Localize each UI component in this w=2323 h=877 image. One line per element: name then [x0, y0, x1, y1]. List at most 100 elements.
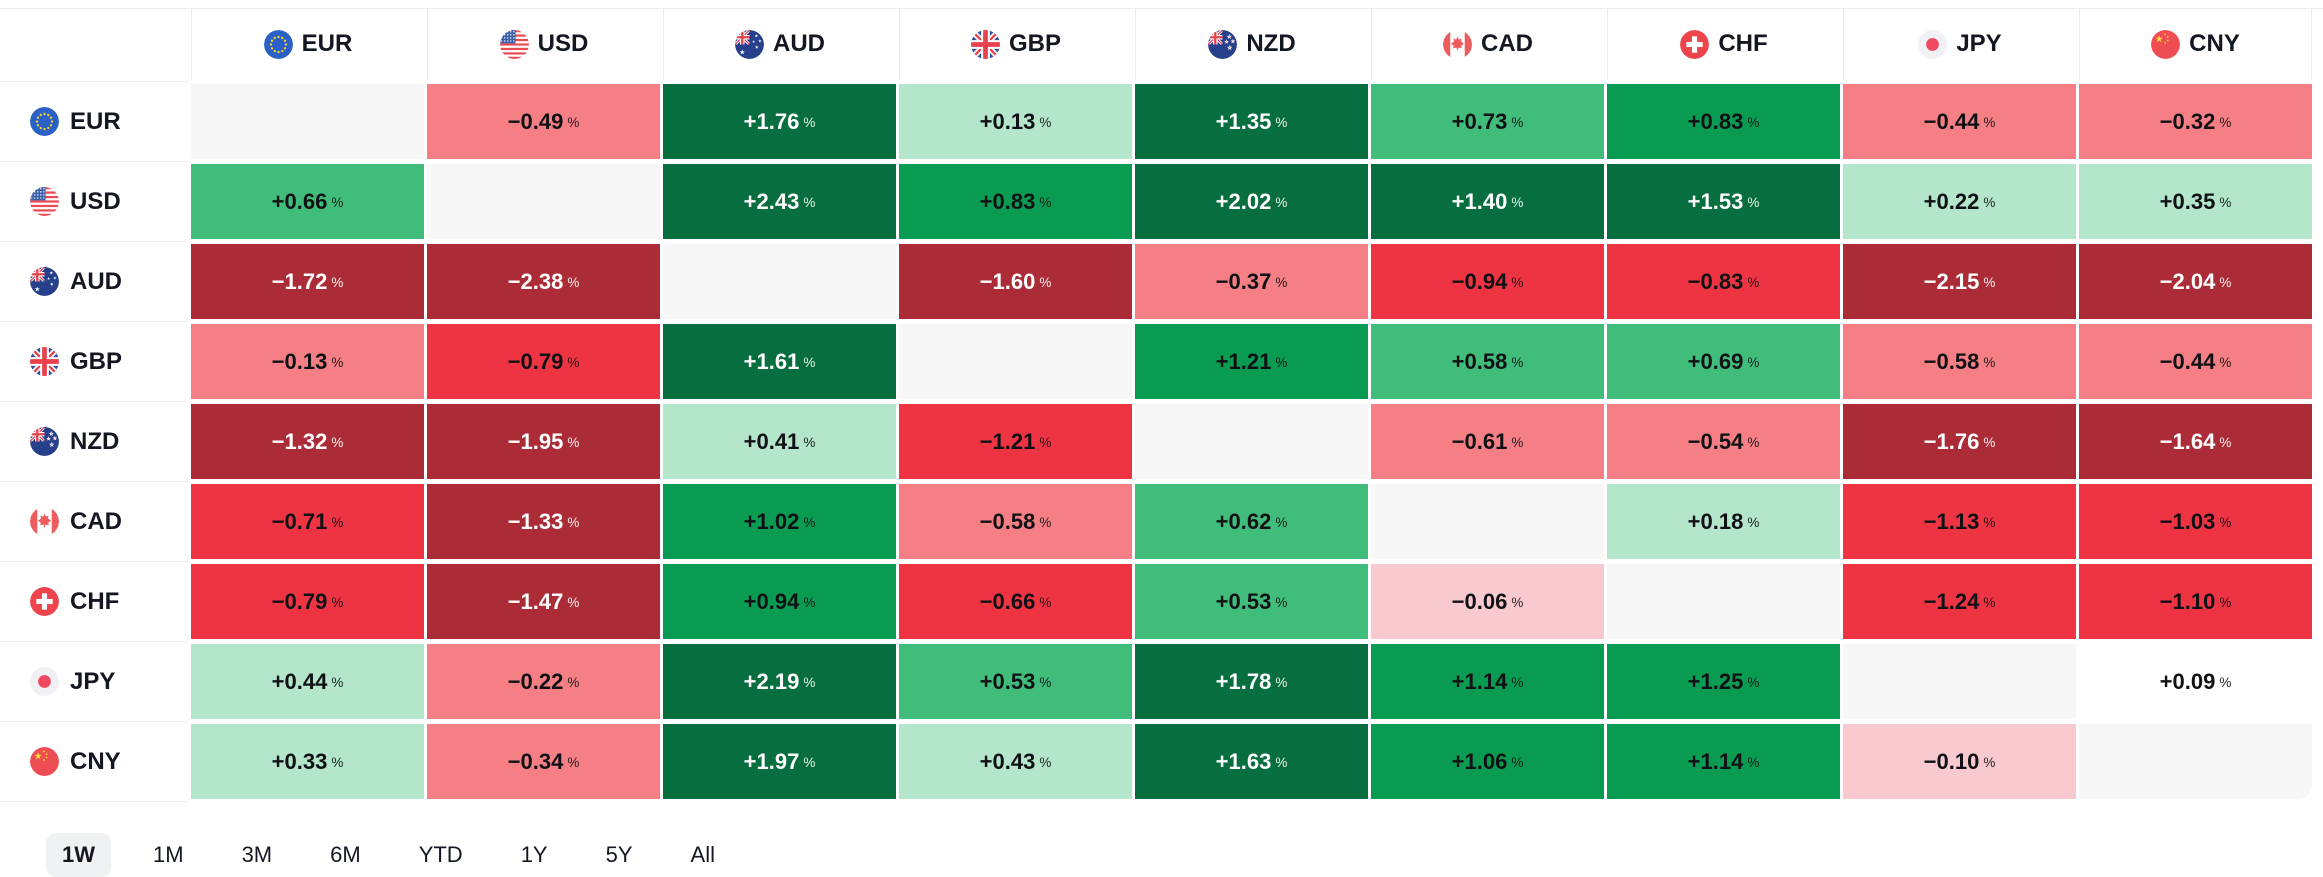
cell-cny-chf[interactable]: +1.14%	[1607, 724, 1840, 799]
cell-eur-cny[interactable]: −0.32%	[2079, 84, 2312, 159]
change-value: +2.19	[743, 668, 800, 694]
cell-nzd-cny[interactable]: −1.64%	[2079, 404, 2312, 479]
aud-flag-icon	[735, 29, 764, 59]
cell-aud-cad[interactable]: −0.94%	[1371, 244, 1604, 319]
period-6m[interactable]: 6M	[314, 833, 377, 877]
cell-eur-chf[interactable]: +0.83%	[1607, 84, 1840, 159]
cell-gbp-usd[interactable]: −0.79%	[427, 324, 660, 399]
cell-cny-jpy[interactable]: −0.10%	[1843, 724, 2076, 799]
cell-cad-nzd[interactable]: +0.62%	[1135, 484, 1368, 559]
cell-jpy-usd[interactable]: −0.22%	[427, 644, 660, 719]
period-3m[interactable]: 3M	[226, 833, 289, 877]
cell-chf-nzd[interactable]: +0.53%	[1135, 564, 1368, 639]
cell-usd-jpy[interactable]: +0.22%	[1843, 164, 2076, 239]
change-value: +0.62	[1215, 508, 1272, 534]
cell-nzd-usd[interactable]: −1.95%	[427, 404, 660, 479]
change-value: +0.18	[1687, 508, 1744, 534]
percent-suffix: %	[1983, 595, 1996, 610]
cell-gbp-nzd[interactable]: +1.21%	[1135, 324, 1368, 399]
cell-aud-cny[interactable]: −2.04%	[2079, 244, 2312, 319]
cell-cad-gbp[interactable]: −0.58%	[899, 484, 1132, 559]
cell-aud-nzd[interactable]: −0.37%	[1135, 244, 1368, 319]
cell-gbp-cad[interactable]: +0.58%	[1371, 324, 1604, 399]
gbp-flag-icon	[30, 347, 59, 376]
cell-gbp-chf[interactable]: +0.69%	[1607, 324, 1840, 399]
cell-chf-cad[interactable]: −0.06%	[1371, 564, 1604, 639]
cell-nzd-gbp[interactable]: −1.21%	[899, 404, 1132, 479]
percent-suffix: %	[1275, 515, 1288, 530]
cell-cny-cad[interactable]: +1.06%	[1371, 724, 1604, 799]
change-value: −0.83	[1687, 268, 1744, 294]
cell-usd-nzd[interactable]: +2.02%	[1135, 164, 1368, 239]
row-label-aud: AUD	[0, 244, 188, 322]
change-value: −0.22	[507, 668, 564, 694]
cell-usd-aud[interactable]: +2.43%	[663, 164, 896, 239]
cell-cad-eur[interactable]: −0.71%	[191, 484, 424, 559]
cell-cad-cny[interactable]: −1.03%	[2079, 484, 2312, 559]
eur-flag-icon	[263, 29, 293, 59]
cell-aud-gbp[interactable]: −1.60%	[899, 244, 1132, 319]
cell-jpy-chf[interactable]: +1.25%	[1607, 644, 1840, 719]
change-value: +0.53	[979, 668, 1036, 694]
cell-cny-gbp[interactable]: +0.43%	[899, 724, 1132, 799]
cell-gbp-eur[interactable]: −0.13%	[191, 324, 424, 399]
cell-cad-jpy[interactable]: −1.13%	[1843, 484, 2076, 559]
period-ytd[interactable]: YTD	[403, 833, 479, 877]
cell-cny-usd[interactable]: −0.34%	[427, 724, 660, 799]
cell-usd-cad[interactable]: +1.40%	[1371, 164, 1604, 239]
cell-jpy-gbp[interactable]: +0.53%	[899, 644, 1132, 719]
cell-eur-gbp[interactable]: +0.13%	[899, 84, 1132, 159]
period-5y[interactable]: 5Y	[590, 833, 649, 877]
cell-eur-jpy[interactable]: −0.44%	[1843, 84, 2076, 159]
cell-jpy-nzd[interactable]: +1.78%	[1135, 644, 1368, 719]
percent-suffix: %	[2219, 675, 2232, 690]
change-value: +0.44	[271, 668, 328, 694]
period-1w-selected[interactable]: 1W	[46, 833, 111, 877]
cell-usd-chf[interactable]: +1.53%	[1607, 164, 1840, 239]
cell-chf-eur[interactable]: −0.79%	[191, 564, 424, 639]
percent-suffix: %	[1039, 595, 1052, 610]
period-1m[interactable]: 1M	[137, 833, 200, 877]
cell-eur-nzd[interactable]: +1.35%	[1135, 84, 1368, 159]
cell-chf-aud[interactable]: +0.94%	[663, 564, 896, 639]
cell-nzd-jpy[interactable]: −1.76%	[1843, 404, 2076, 479]
cell-nzd-cad[interactable]: −0.61%	[1371, 404, 1604, 479]
cell-diagonal-aud	[663, 244, 896, 319]
cell-nzd-chf[interactable]: −0.54%	[1607, 404, 1840, 479]
cell-nzd-aud[interactable]: +0.41%	[663, 404, 896, 479]
cell-aud-jpy[interactable]: −2.15%	[1843, 244, 2076, 319]
cell-cad-aud[interactable]: +1.02%	[663, 484, 896, 559]
cell-aud-usd[interactable]: −2.38%	[427, 244, 660, 319]
change-value: −0.44	[2159, 348, 2216, 374]
cny-column-label: CNY	[2189, 30, 2240, 57]
cell-cny-eur[interactable]: +0.33%	[191, 724, 424, 799]
cell-nzd-eur[interactable]: −1.32%	[191, 404, 424, 479]
cell-jpy-aud[interactable]: +2.19%	[663, 644, 896, 719]
cell-gbp-jpy[interactable]: −0.58%	[1843, 324, 2076, 399]
period-1y[interactable]: 1Y	[505, 833, 564, 877]
cell-jpy-cny[interactable]: +0.09%	[2079, 644, 2312, 719]
cell-eur-aud[interactable]: +1.76%	[663, 84, 896, 159]
cell-aud-eur[interactable]: −1.72%	[191, 244, 424, 319]
cell-gbp-cny[interactable]: −0.44%	[2079, 324, 2312, 399]
cell-chf-gbp[interactable]: −0.66%	[899, 564, 1132, 639]
cell-usd-eur[interactable]: +0.66%	[191, 164, 424, 239]
cell-aud-chf[interactable]: −0.83%	[1607, 244, 1840, 319]
cell-jpy-eur[interactable]: +0.44%	[191, 644, 424, 719]
cell-cny-nzd[interactable]: +1.63%	[1135, 724, 1368, 799]
cell-chf-usd[interactable]: −1.47%	[427, 564, 660, 639]
cell-gbp-aud[interactable]: +1.61%	[663, 324, 896, 399]
cell-cny-aud[interactable]: +1.97%	[663, 724, 896, 799]
cell-chf-cny[interactable]: −1.10%	[2079, 564, 2312, 639]
cell-usd-gbp[interactable]: +0.83%	[899, 164, 1132, 239]
cell-usd-cny[interactable]: +0.35%	[2079, 164, 2312, 239]
cell-eur-usd[interactable]: −0.49%	[427, 84, 660, 159]
percent-suffix: %	[567, 675, 580, 690]
cell-jpy-cad[interactable]: +1.14%	[1371, 644, 1604, 719]
cell-chf-jpy[interactable]: −1.24%	[1843, 564, 2076, 639]
cell-cad-usd[interactable]: −1.33%	[427, 484, 660, 559]
cell-eur-cad[interactable]: +0.73%	[1371, 84, 1604, 159]
period-all[interactable]: All	[675, 833, 731, 877]
cell-cad-chf[interactable]: +0.18%	[1607, 484, 1840, 559]
percent-suffix: %	[331, 755, 344, 770]
